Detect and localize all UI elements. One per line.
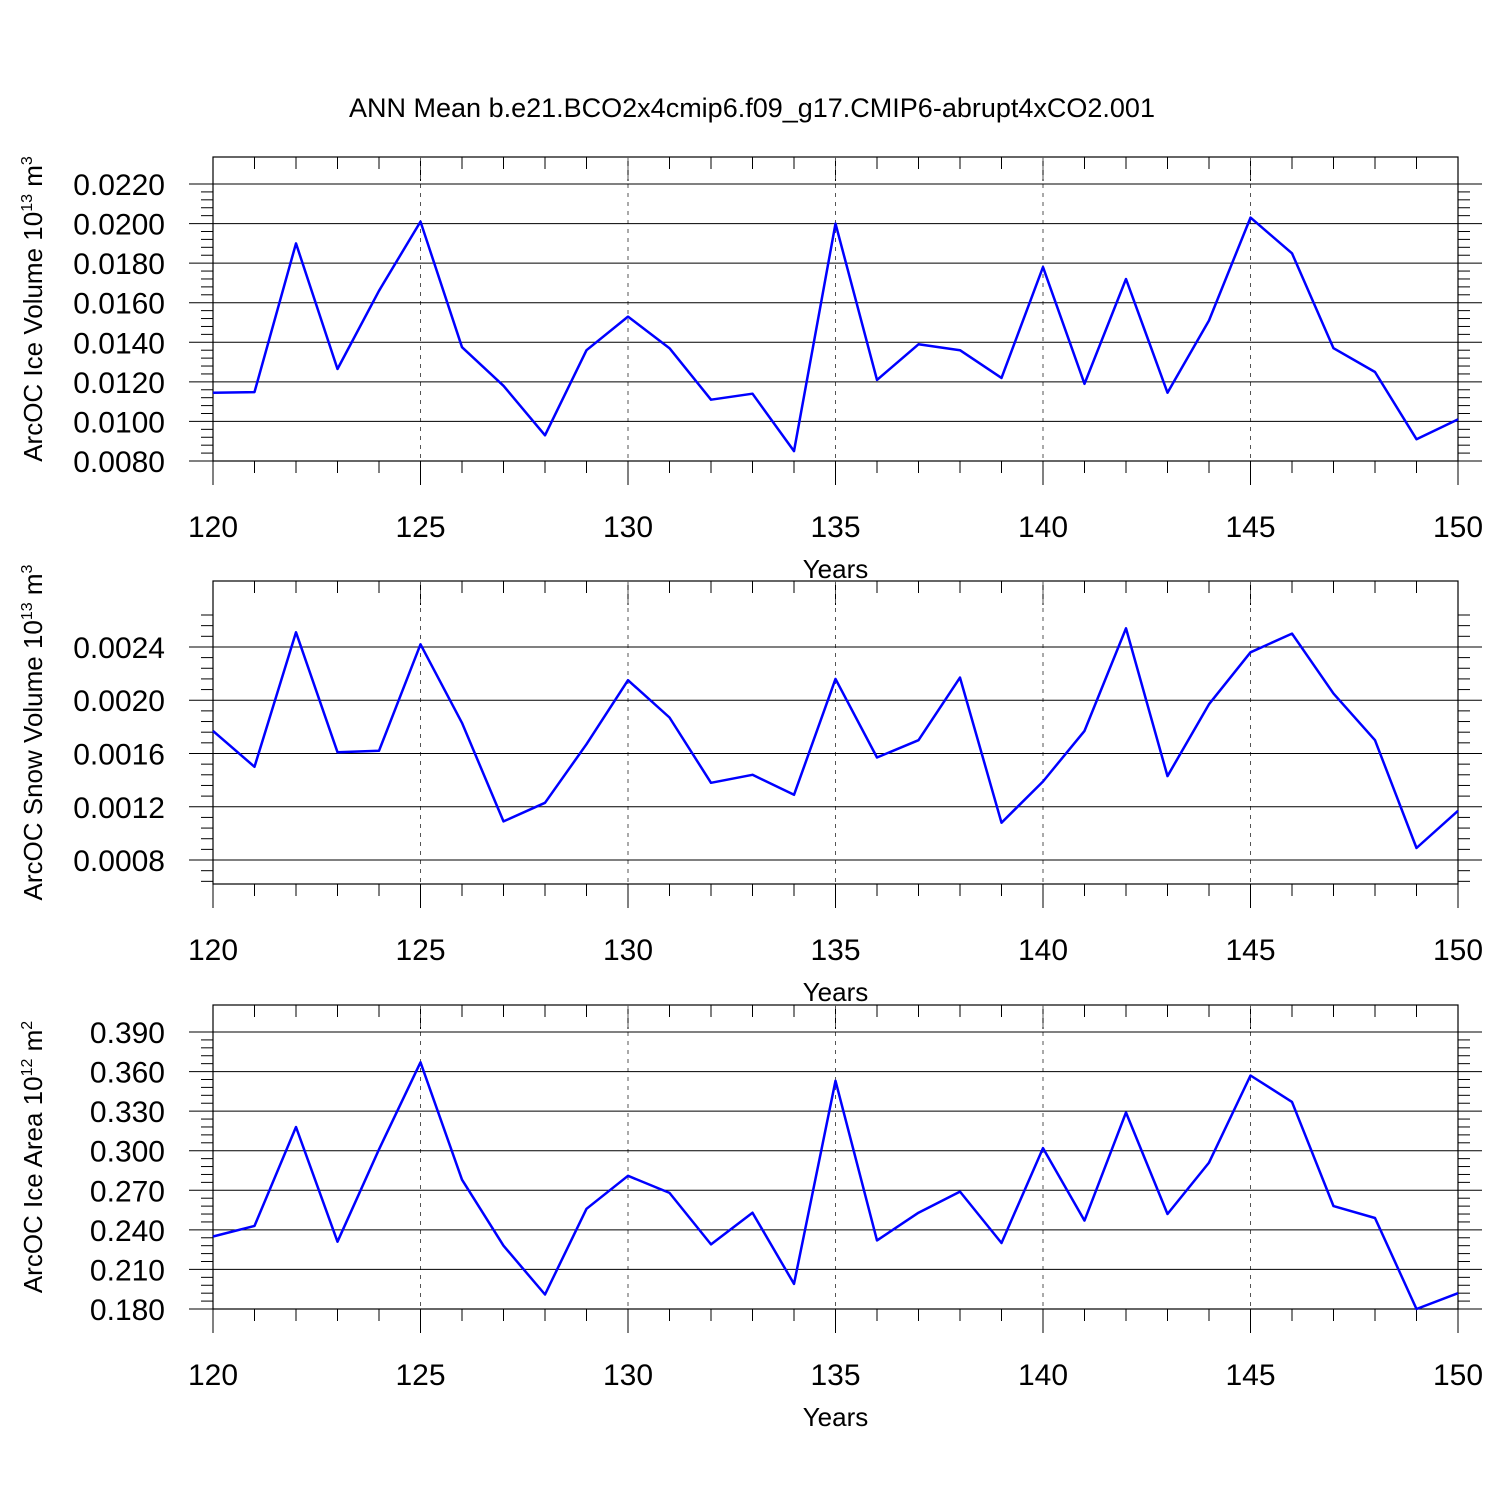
y-axis-title-superscript: 12 [19, 1059, 36, 1077]
y-tick-label: 0.0160 [73, 288, 165, 321]
y-tick-label: 0.0140 [73, 327, 165, 360]
x-tick-label: 120 [188, 934, 238, 967]
y-axis-title-part: ArcOC Ice Area 10 [18, 1076, 48, 1293]
x-tick-label: 120 [188, 511, 238, 544]
y-tick-label: 0.360 [90, 1057, 165, 1090]
x-tick-label: 135 [810, 934, 860, 967]
x-tick-label: 150 [1433, 1359, 1483, 1392]
x-tick-label: 125 [395, 934, 445, 967]
y-axis-title-part: m [18, 1030, 48, 1059]
y-tick-label: 0.0024 [73, 632, 165, 665]
x-tick-label: 145 [1225, 934, 1275, 967]
x-tick-label: 140 [1018, 1359, 1068, 1392]
y-tick-label: 0.0220 [73, 169, 165, 202]
x-tick-label: 140 [1018, 934, 1068, 967]
x-tick-label: 150 [1433, 934, 1483, 967]
y-tick-label: 0.0016 [73, 738, 165, 771]
y-axis-title-superscript: 13 [19, 194, 36, 212]
x-tick-label: 125 [395, 1359, 445, 1392]
y-axis-title-part: m [18, 573, 48, 602]
y-axis-title-part: m [18, 165, 48, 194]
y-tick-label: 0.390 [90, 1017, 165, 1050]
y-axis-title-superscript: 3 [19, 156, 36, 165]
y-tick-label: 0.0020 [73, 685, 165, 718]
y-tick-label: 0.210 [90, 1254, 165, 1287]
x-tick-label: 130 [603, 511, 653, 544]
y-tick-label: 0.240 [90, 1215, 165, 1248]
x-tick-label: 145 [1225, 1359, 1275, 1392]
y-tick-label: 0.0180 [73, 248, 165, 281]
y-tick-label: 0.0120 [73, 367, 165, 400]
y-axis-title-superscript: 13 [19, 602, 36, 620]
y-tick-label: 0.0100 [73, 406, 165, 439]
x-axis-title: Years [803, 977, 869, 1007]
series-line [212, 216, 1459, 453]
y-tick-label: 0.330 [90, 1096, 165, 1129]
x-tick-label: 140 [1018, 511, 1068, 544]
x-tick-label: 135 [810, 1359, 860, 1392]
y-tick-label: 0.0200 [73, 209, 165, 242]
y-axis-title: ArcOC Snow Volume 1013 m3 [18, 564, 48, 900]
y-axis-title-superscript: 3 [19, 564, 36, 573]
chart-title: ANN Mean b.e21.BCO2x4cmip6.f09_g17.CMIP6… [349, 93, 1155, 123]
y-tick-label: 0.180 [90, 1294, 165, 1327]
x-tick-label: 120 [188, 1359, 238, 1392]
y-tick-label: 0.0080 [73, 446, 165, 479]
y-tick-label: 0.300 [90, 1136, 165, 1169]
x-tick-label: 135 [810, 511, 860, 544]
x-tick-label: 150 [1433, 511, 1483, 544]
y-tick-label: 0.0008 [73, 845, 165, 878]
y-axis-title-superscript: 2 [19, 1021, 36, 1030]
x-tick-label: 130 [603, 1359, 653, 1392]
y-tick-label: 0.270 [90, 1175, 165, 1208]
y-axis-title: ArcOC Ice Area 1012 m2 [18, 1021, 48, 1293]
y-axis-title-part: ArcOC Snow Volume 10 [18, 620, 48, 900]
y-tick-label: 0.0012 [73, 792, 165, 825]
y-axis-title-part: ArcOC Ice Volume 10 [18, 212, 48, 462]
x-tick-label: 125 [395, 511, 445, 544]
y-axis-title: ArcOC Ice Volume 1013 m3 [18, 156, 48, 462]
x-tick-label: 130 [603, 934, 653, 967]
x-axis-title: Years [803, 554, 869, 584]
x-axis-title: Years [803, 1402, 869, 1432]
x-tick-label: 145 [1225, 511, 1275, 544]
